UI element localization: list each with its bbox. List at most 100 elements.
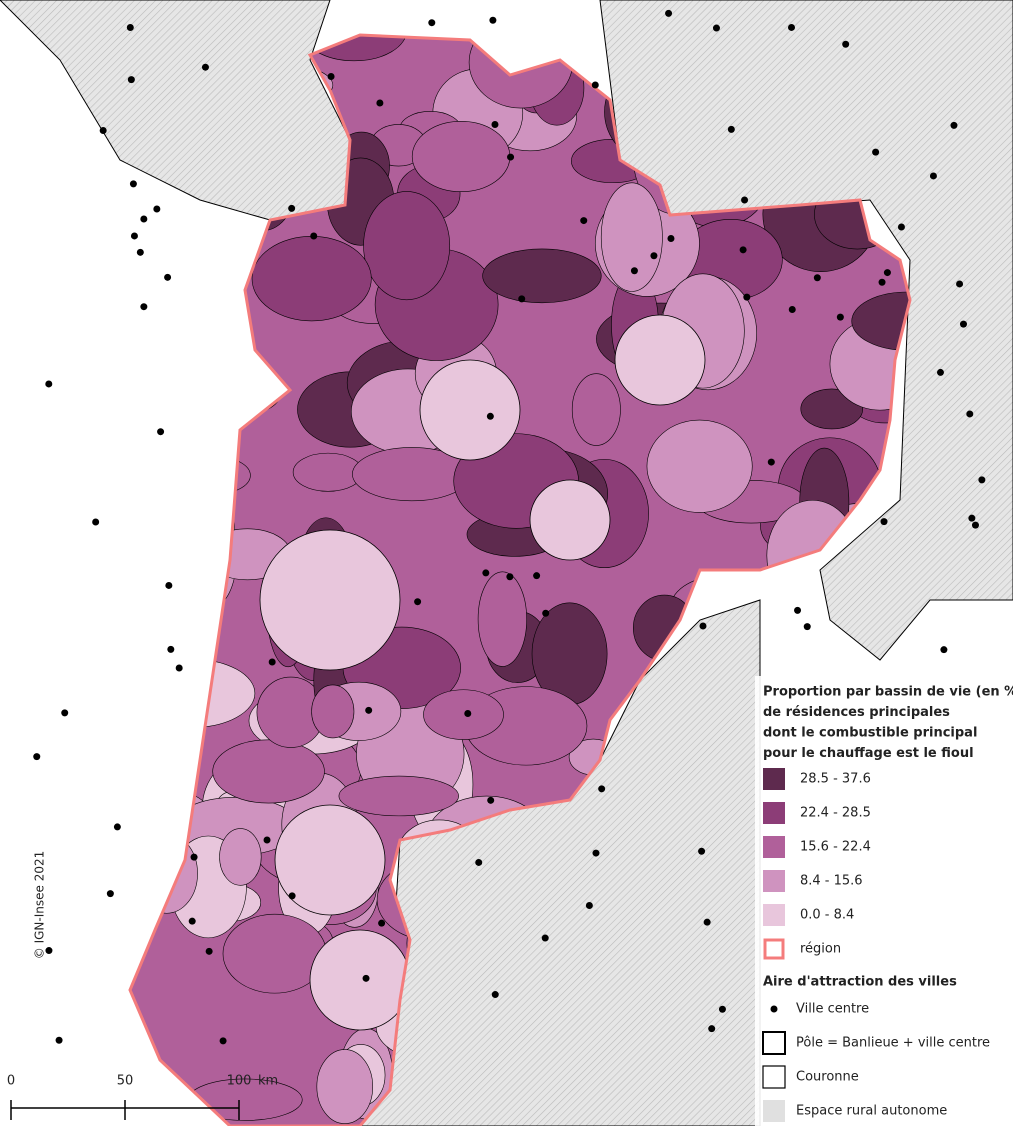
legend-title: pour le chauffage est le fioul xyxy=(763,746,974,761)
city-dot xyxy=(880,518,888,526)
city-dot xyxy=(542,609,550,617)
city-dot xyxy=(106,890,114,898)
city-dot xyxy=(129,180,137,188)
city-dot xyxy=(175,664,183,672)
city-dot xyxy=(365,706,373,714)
light-bassin xyxy=(309,929,411,1031)
scale-unit: km xyxy=(258,1074,278,1089)
city-dot xyxy=(491,991,499,999)
city-dot xyxy=(788,306,796,314)
city-dot xyxy=(592,849,600,857)
city-dot xyxy=(428,19,436,27)
city-dot xyxy=(376,99,384,107)
city-dot xyxy=(414,598,422,606)
city-dot xyxy=(630,267,638,275)
city-dot xyxy=(703,918,711,926)
legend-subtitle: Aire d'attraction des villes xyxy=(763,975,957,990)
scale-label: 0 xyxy=(7,1074,15,1089)
city-dot xyxy=(127,76,135,84)
legend-label: 15.6 - 22.4 xyxy=(800,840,871,855)
city-dot xyxy=(872,148,880,156)
legend-swatch xyxy=(763,1100,785,1122)
city-dot xyxy=(518,295,526,303)
city-dot xyxy=(978,476,986,484)
city-dot xyxy=(929,172,937,180)
bassin xyxy=(316,1049,374,1124)
bassin xyxy=(219,828,262,886)
legend-label: Couronne xyxy=(796,1070,859,1085)
city-dot xyxy=(92,518,100,526)
city-dot xyxy=(712,24,720,32)
bassin xyxy=(423,689,504,740)
light-bassin xyxy=(259,529,401,671)
city-dot xyxy=(362,974,370,982)
city-dot xyxy=(698,847,706,855)
city-dot xyxy=(708,1025,716,1033)
city-dot xyxy=(787,23,795,31)
city-dot xyxy=(205,947,213,955)
legend-label: 0.0 - 8.4 xyxy=(800,908,854,923)
city-dot xyxy=(741,196,749,204)
city-dot xyxy=(699,622,707,630)
city-dot xyxy=(956,280,964,288)
city-dot xyxy=(966,410,974,418)
city-dot xyxy=(219,1037,227,1045)
legend-swatch xyxy=(763,904,785,926)
city-dot xyxy=(743,293,751,301)
city-dot xyxy=(113,823,121,831)
legend-swatch xyxy=(763,768,785,790)
city-dot xyxy=(263,836,271,844)
city-dot xyxy=(580,217,588,225)
bassin xyxy=(571,373,621,446)
city-dot xyxy=(126,23,134,31)
city-dot xyxy=(803,623,811,631)
light-bassin xyxy=(529,479,611,561)
bassin xyxy=(251,236,372,322)
city-dot xyxy=(140,215,148,223)
city-dot xyxy=(506,573,514,581)
city-dot xyxy=(140,303,148,311)
city-dot xyxy=(464,710,472,718)
legend-label: 22.4 - 28.5 xyxy=(800,806,871,821)
city-dot xyxy=(650,252,658,260)
city-dot xyxy=(897,223,905,231)
legend-label: Espace rural autonome xyxy=(796,1104,947,1119)
light-bassin xyxy=(419,359,521,461)
city-dot xyxy=(950,121,958,129)
city-dot xyxy=(482,569,490,577)
city-dot xyxy=(327,72,335,80)
scale-label: 50 xyxy=(117,1074,134,1089)
city-dot xyxy=(475,858,483,866)
city-dot xyxy=(665,9,673,17)
city-dot xyxy=(130,232,138,240)
city-dot xyxy=(794,606,802,614)
city-dot xyxy=(739,246,747,254)
bassin xyxy=(646,419,753,513)
city-dot xyxy=(164,273,172,281)
credit: © IGN-Insee 2021 xyxy=(33,851,47,959)
city-dot xyxy=(201,63,209,71)
city-dot xyxy=(959,320,967,328)
city-dot xyxy=(878,278,886,286)
city-dot xyxy=(727,125,735,133)
city-dot xyxy=(33,753,41,761)
bassin xyxy=(477,571,527,667)
bassin xyxy=(600,182,663,292)
city-dot xyxy=(491,121,499,129)
city-dot xyxy=(541,934,549,942)
legend-swatch xyxy=(763,836,785,858)
legend-swatch xyxy=(763,938,785,960)
scale-bar: 0 50 100 km xyxy=(7,1074,278,1120)
city-dot xyxy=(167,645,175,653)
legend-swatch xyxy=(762,1031,786,1055)
city-dot xyxy=(598,785,606,793)
legend-title: Proportion par bassin de vie (en %) xyxy=(763,685,1013,700)
city-dot xyxy=(936,368,944,376)
legend-label: 28.5 - 37.6 xyxy=(800,772,871,787)
cities xyxy=(33,9,986,1045)
bassin xyxy=(212,739,325,804)
city-dot xyxy=(883,269,891,277)
city-dot xyxy=(940,646,948,654)
legend-title: dont le combustible principal xyxy=(763,726,977,741)
